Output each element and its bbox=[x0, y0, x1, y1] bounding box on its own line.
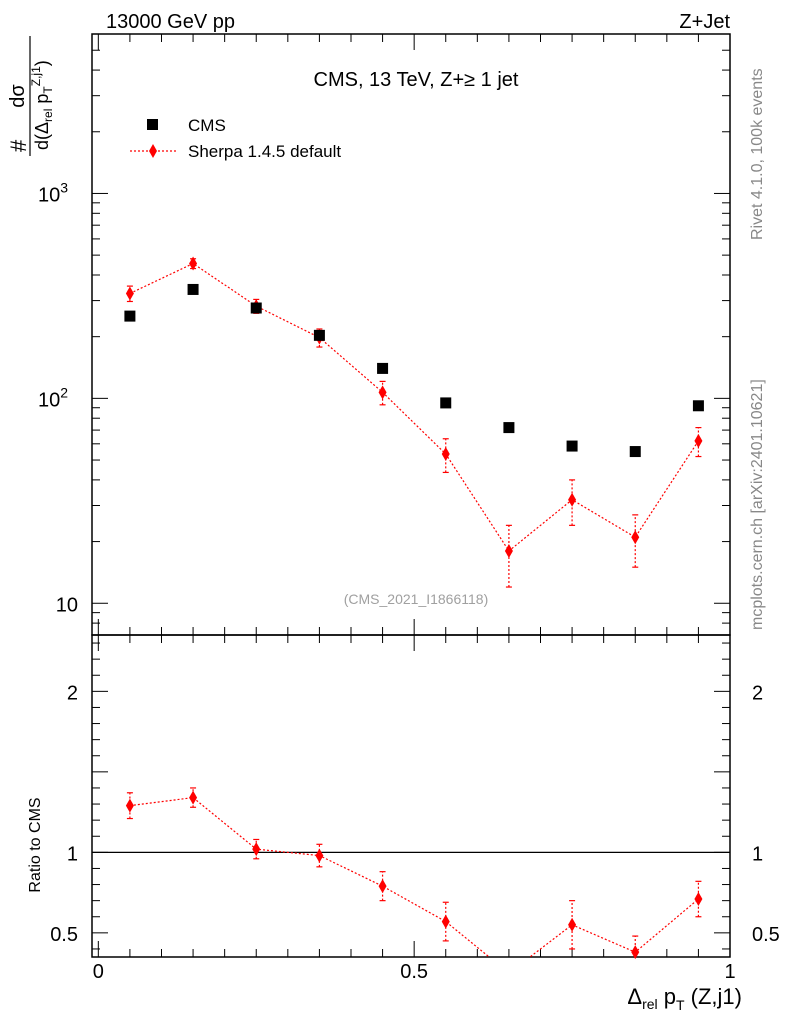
legend-sherpa-label: Sherpa 1.4.5 default bbox=[188, 142, 341, 161]
ratio-sherpa-point bbox=[378, 879, 387, 894]
ratio-y-tick-label: 2 bbox=[67, 682, 78, 704]
sherpa-point bbox=[694, 433, 703, 448]
cms-point bbox=[440, 397, 452, 409]
x-tick-label: 0.5 bbox=[400, 961, 428, 983]
cms-point bbox=[250, 302, 262, 314]
cms-point bbox=[629, 446, 641, 458]
sherpa-point bbox=[568, 492, 577, 507]
ratio-sherpa-line bbox=[129, 796, 699, 957]
sherpa-point bbox=[125, 286, 134, 301]
svg-text:dσ: dσ bbox=[7, 84, 29, 108]
svg-text:d(Δrel pTZ,j1): d(Δrel pTZ,j1) bbox=[29, 60, 55, 150]
main-y-tick-label: 10 bbox=[56, 594, 78, 616]
sherpa-point bbox=[378, 385, 387, 400]
ratio-y-ticks: 0.5 0.5 1 1 2 2 bbox=[50, 642, 780, 950]
ratio-sherpa-point bbox=[631, 945, 640, 960]
chart-title: CMS, 13 TeV, Z+≥ 1 jet bbox=[314, 69, 519, 91]
x-tick-label: 0 bbox=[93, 961, 104, 983]
ratio-y-tick-label-right: 1 bbox=[752, 843, 763, 865]
header-energy-label: 13000 GeV pp bbox=[106, 11, 235, 33]
legend: CMS Sherpa 1.4.5 default bbox=[130, 116, 341, 161]
ratio-sherpa-point bbox=[441, 914, 450, 929]
cms-point bbox=[187, 283, 199, 295]
rivet-version-label: Rivet 4.1.0, 100k events bbox=[749, 68, 766, 240]
ratio-y-tick-label: 0.5 bbox=[50, 924, 78, 946]
ratio-sherpa-point bbox=[189, 790, 198, 805]
sherpa-line bbox=[129, 262, 699, 552]
main-y-tick-label: 103 bbox=[38, 179, 68, 206]
ratio-y-tick-label-right: 0.5 bbox=[752, 924, 780, 946]
sherpa-point bbox=[189, 256, 198, 271]
main-y-ticks: 10 102 103 bbox=[38, 33, 730, 636]
x-tick-label: 1 bbox=[724, 961, 735, 983]
svg-text:#: # bbox=[6, 139, 31, 152]
ratio-sherpa-point bbox=[125, 798, 134, 813]
cms-point bbox=[503, 422, 515, 434]
cms-point bbox=[377, 362, 389, 374]
x-axis-label: Δrel pT (Z,j1) bbox=[627, 984, 742, 1013]
analysis-reference: (CMS_2021_I1866118) bbox=[344, 591, 489, 607]
ratio-y-tick-label-right: 2 bbox=[752, 682, 763, 704]
sherpa-point bbox=[631, 530, 640, 545]
ratio-panel-frame bbox=[91, 634, 731, 958]
cms-point bbox=[692, 400, 704, 412]
cms-point bbox=[566, 440, 578, 452]
legend-sherpa-marker bbox=[149, 144, 157, 158]
sherpa-point bbox=[504, 543, 513, 558]
ratio-sherpa-point bbox=[252, 842, 261, 857]
sherpa-point bbox=[441, 447, 450, 462]
main-data-layer bbox=[124, 256, 704, 588]
ratio-sherpa-point bbox=[694, 892, 703, 907]
cms-point bbox=[124, 310, 136, 322]
header-process-label: Z+Jet bbox=[679, 11, 730, 33]
ratio-sherpa-point bbox=[568, 917, 577, 932]
ratio-y-axis-label: Ratio to CMS bbox=[27, 797, 44, 892]
ratio-sherpa-point bbox=[315, 848, 324, 863]
ratio-data-layer bbox=[125, 787, 703, 960]
mcplots-reference-label: mcplots.cern.ch [arXiv:2401.10621] bbox=[749, 379, 766, 630]
legend-cms-label: CMS bbox=[188, 116, 226, 135]
legend-cms-marker bbox=[147, 119, 158, 130]
x-ticks: 0 0.5 1 bbox=[93, 34, 736, 983]
main-y-tick-label: 102 bbox=[38, 384, 68, 411]
ratio-y-tick-label: 1 bbox=[67, 843, 78, 865]
main-y-axis-label: # dσ d(Δrel pTZ,j1) bbox=[6, 36, 55, 156]
cms-point bbox=[313, 329, 325, 341]
